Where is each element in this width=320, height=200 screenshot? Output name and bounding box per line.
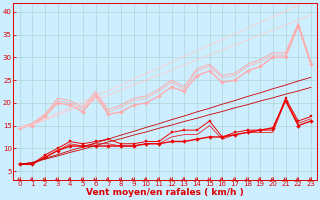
- X-axis label: Vent moyen/en rafales ( km/h ): Vent moyen/en rafales ( km/h ): [86, 188, 244, 197]
